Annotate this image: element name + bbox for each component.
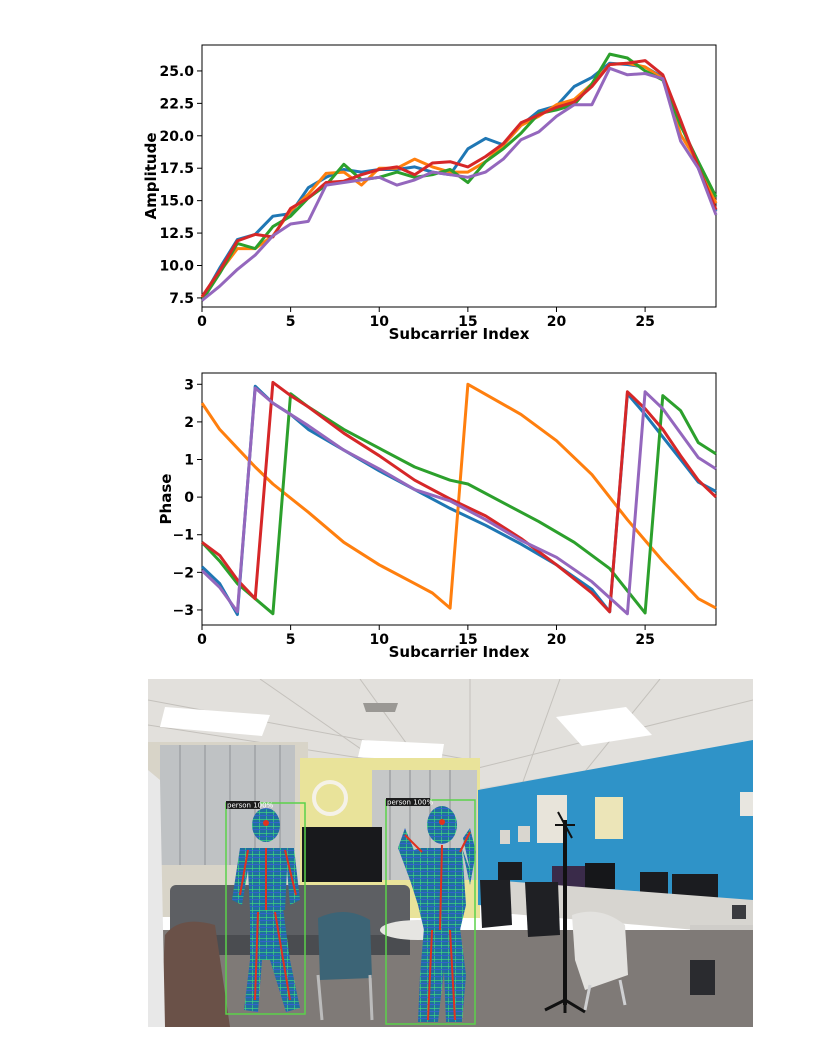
phase-y-tick-label: 0 xyxy=(184,490,194,506)
phase-series-line-5 xyxy=(200,386,717,616)
phase-y-tick-label: 3 xyxy=(184,377,194,393)
amplitude-y-tick-label: 17.5 xyxy=(159,161,194,177)
phase-x-ticks: 0 5 10 15 20 25 xyxy=(197,625,655,648)
amplitude-series-group xyxy=(200,52,718,302)
person-mesh-left xyxy=(232,808,300,1012)
phase-y-tick-label: −1 xyxy=(173,528,194,544)
draped-chair xyxy=(572,911,628,990)
chair-back xyxy=(160,921,230,1027)
amplitude-chart: 0 5 10 15 20 25 7.5 10.0 12.5 15.0 17.5 20.0 22.5 25… xyxy=(142,44,718,343)
amplitude-x-tick-label: 10 xyxy=(369,314,389,330)
monitor xyxy=(498,862,522,880)
phase-x-tick-label: 15 xyxy=(458,632,477,648)
phase-plot-frame xyxy=(201,372,717,626)
amplitude-series-line-2 xyxy=(200,61,718,299)
amplitude-series-line-4 xyxy=(200,59,718,298)
person-mesh-right xyxy=(398,806,476,1022)
phase-y-ticks: −3 −2 −1 0 1 2 3 xyxy=(173,377,202,619)
monitor xyxy=(552,866,586,888)
chair xyxy=(318,911,372,980)
office-chair xyxy=(480,880,512,928)
amplitude-series-line-5 xyxy=(201,66,718,302)
amplitude-x-tick-label: 25 xyxy=(635,314,654,330)
monitor xyxy=(302,827,382,882)
phase-series-line-3 xyxy=(200,392,717,616)
office-photo-with-pose-detections: person 100% person 100% xyxy=(148,679,753,1027)
amplitude-x-tick-label: 5 xyxy=(286,314,296,330)
amplitude-y-tick-label: 7.5 xyxy=(169,291,194,307)
phase-x-tick-label: 20 xyxy=(547,632,567,648)
detection-box-left: person 100% xyxy=(225,801,306,1015)
phase-chart: 0 5 10 15 20 25 −3 −2 −1 0 1 2 3 Subcarrier Index P… xyxy=(157,372,718,661)
detection-box-right: person 100% xyxy=(385,798,476,1025)
phase-x-tick-label: 0 xyxy=(197,632,207,648)
amplitude-x-tick-label: 20 xyxy=(547,314,567,330)
phase-series-group xyxy=(200,380,718,616)
monitor xyxy=(585,863,615,889)
amplitude-y-tick-label: 20.0 xyxy=(159,129,194,145)
amplitude-y-tick-label: 25.0 xyxy=(159,64,194,80)
amplitude-plot-frame xyxy=(201,44,717,308)
detection-label-right: person 100% xyxy=(387,799,434,807)
phase-y-tick-label: −3 xyxy=(173,603,194,619)
phase-y-tick-label: −2 xyxy=(173,565,194,581)
phase-series-line-2 xyxy=(200,382,717,610)
detection-label-left: person 100% xyxy=(227,802,274,810)
amplitude-y-ticks: 7.5 10.0 12.5 15.0 17.5 20.0 22.5 25.0 xyxy=(159,64,202,307)
amplitude-y-tick-label: 10.0 xyxy=(159,258,194,274)
phase-x-tick-label: 5 xyxy=(286,632,296,648)
amplitude-y-tick-label: 15.0 xyxy=(159,194,194,210)
amplitude-y-tick-label: 12.5 xyxy=(159,226,194,242)
phase-y-tick-label: 1 xyxy=(184,453,194,469)
ceiling-light xyxy=(160,707,270,736)
phase-y-tick-label: 2 xyxy=(184,415,194,431)
office-chair xyxy=(525,882,560,937)
phase-y-axis-title: Phase xyxy=(157,474,175,525)
wall-clock-decoration xyxy=(312,780,348,816)
phase-series-line-4 xyxy=(201,380,718,614)
phase-x-tick-label: 10 xyxy=(369,632,389,648)
amplitude-x-tick-label: 15 xyxy=(458,314,477,330)
amplitude-x-tick-label: 0 xyxy=(197,314,207,330)
phase-x-tick-label: 25 xyxy=(635,632,654,648)
ceiling-light xyxy=(358,740,444,762)
amplitude-y-axis-title: Amplitude xyxy=(142,132,160,219)
amplitude-x-ticks: 0 5 10 15 20 25 xyxy=(197,307,655,330)
phase-x-axis-title: Subcarrier Index xyxy=(389,643,530,661)
amplitude-series-line-1 xyxy=(200,61,718,300)
amplitude-x-axis-title: Subcarrier Index xyxy=(389,325,530,343)
ceiling-light xyxy=(556,707,652,746)
amplitude-y-tick-label: 22.5 xyxy=(159,96,194,112)
